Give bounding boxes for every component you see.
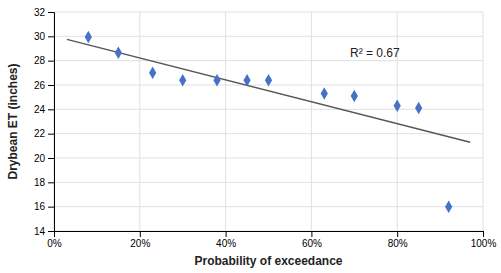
tick: 18 bbox=[34, 177, 54, 188]
tick-mark bbox=[48, 231, 54, 232]
tick: 32 bbox=[34, 7, 54, 18]
tick: 100% bbox=[471, 231, 497, 249]
point bbox=[265, 74, 272, 86]
tick-mark bbox=[226, 231, 227, 237]
tick: 20 bbox=[34, 153, 54, 164]
x-axis-title: Probability of exceedance bbox=[194, 254, 342, 268]
tick: 60% bbox=[302, 231, 322, 249]
point bbox=[351, 90, 358, 102]
tick-label: 26 bbox=[34, 80, 46, 91]
tick-mark bbox=[48, 61, 54, 62]
tick: 80% bbox=[388, 231, 408, 249]
chart: 0% 20% 40% 60% 80% 100% 14 16 18 20 22 24 26 28 30 32 R²… bbox=[0, 0, 501, 273]
grid-line-x bbox=[225, 12, 226, 231]
tick-mark bbox=[48, 36, 54, 37]
point bbox=[445, 200, 452, 212]
point bbox=[85, 31, 92, 43]
marks bbox=[67, 31, 470, 213]
grid-line-y bbox=[54, 60, 483, 61]
tick-mark bbox=[48, 182, 54, 183]
grid-line-y bbox=[54, 206, 483, 207]
tick-mark bbox=[140, 231, 141, 237]
grid-line-x bbox=[483, 12, 484, 231]
tick: 40% bbox=[216, 231, 236, 249]
tick-mark bbox=[48, 12, 54, 13]
grid-line-x bbox=[139, 12, 140, 231]
tick-label: 40% bbox=[216, 238, 236, 249]
tick: 16 bbox=[34, 201, 54, 212]
y-axis: 14 16 18 20 22 24 26 28 30 32 bbox=[34, 7, 55, 237]
tick: 22 bbox=[34, 128, 54, 139]
tick: 30 bbox=[34, 31, 54, 42]
tick-label: 30 bbox=[34, 31, 46, 42]
grid-line-y bbox=[54, 36, 483, 37]
tick-mark bbox=[397, 231, 398, 237]
tick: 24 bbox=[34, 104, 54, 115]
point bbox=[213, 74, 220, 86]
axis-domain bbox=[48, 13, 55, 232]
tick: 0% bbox=[47, 231, 62, 249]
grid-line-y bbox=[54, 12, 483, 13]
tick-mark bbox=[48, 134, 54, 135]
tick-label: 80% bbox=[388, 238, 408, 249]
tick: 20% bbox=[130, 231, 150, 249]
tick-mark bbox=[48, 109, 54, 110]
tick: 26 bbox=[34, 80, 54, 91]
x-axis: 0% 20% 40% 60% 80% 100% bbox=[47, 231, 496, 249]
point bbox=[149, 67, 156, 79]
point bbox=[115, 47, 122, 59]
point bbox=[179, 74, 186, 86]
tick-label: 32 bbox=[34, 7, 46, 18]
annotation: R² = 0.67 bbox=[350, 46, 400, 60]
tick-label: 22 bbox=[34, 128, 46, 139]
tick-label: 18 bbox=[34, 177, 46, 188]
tick: 14 bbox=[34, 226, 54, 237]
tick-label: 16 bbox=[34, 201, 46, 212]
trend-line bbox=[67, 39, 470, 142]
tick-mark bbox=[311, 231, 312, 237]
plot-area: 0% 20% 40% 60% 80% 100% 14 16 18 20 22 24 26 28 30 32 R²… bbox=[34, 7, 497, 249]
grid bbox=[54, 12, 483, 231]
tick-mark bbox=[48, 85, 54, 86]
grid-line-y bbox=[54, 182, 483, 183]
tick-label: 20% bbox=[130, 238, 150, 249]
point bbox=[243, 74, 250, 86]
point bbox=[321, 87, 328, 99]
grid-line-y bbox=[54, 158, 483, 159]
point bbox=[394, 99, 401, 111]
tick-label: 28 bbox=[34, 55, 46, 66]
tick-label: 60% bbox=[302, 238, 322, 249]
tick-label: 0% bbox=[47, 238, 62, 249]
tick-label: 20 bbox=[34, 153, 46, 164]
axis-domain bbox=[55, 232, 484, 238]
tick-mark bbox=[483, 231, 484, 237]
tick-label: 24 bbox=[34, 104, 46, 115]
grid-line-x bbox=[311, 12, 312, 231]
tick-label: 100% bbox=[471, 238, 497, 249]
tick-mark bbox=[48, 207, 54, 208]
y-axis-title: Drybean ET (inches) bbox=[6, 63, 20, 179]
tick-mark bbox=[48, 158, 54, 159]
point bbox=[415, 102, 422, 114]
tick-label: 14 bbox=[34, 226, 46, 237]
tick: 28 bbox=[34, 55, 54, 66]
grid-line-y bbox=[54, 133, 483, 134]
